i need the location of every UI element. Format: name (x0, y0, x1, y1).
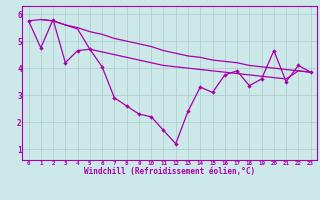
X-axis label: Windchill (Refroidissement éolien,°C): Windchill (Refroidissement éolien,°C) (84, 167, 255, 176)
